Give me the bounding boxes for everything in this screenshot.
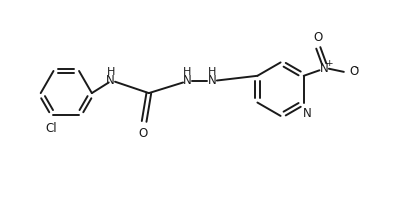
Text: O: O [314, 31, 323, 44]
Text: H: H [208, 67, 216, 77]
Text: H: H [183, 67, 191, 77]
Text: Cl: Cl [46, 122, 57, 135]
Text: -: - [354, 62, 358, 72]
Text: N: N [107, 74, 115, 87]
Text: N: N [183, 74, 191, 87]
Text: N: N [208, 74, 216, 87]
Text: H: H [107, 67, 115, 77]
Text: N: N [303, 107, 311, 120]
Text: O: O [139, 127, 148, 140]
Text: N: N [320, 62, 329, 75]
Text: +: + [326, 59, 333, 68]
Text: O: O [349, 65, 359, 78]
